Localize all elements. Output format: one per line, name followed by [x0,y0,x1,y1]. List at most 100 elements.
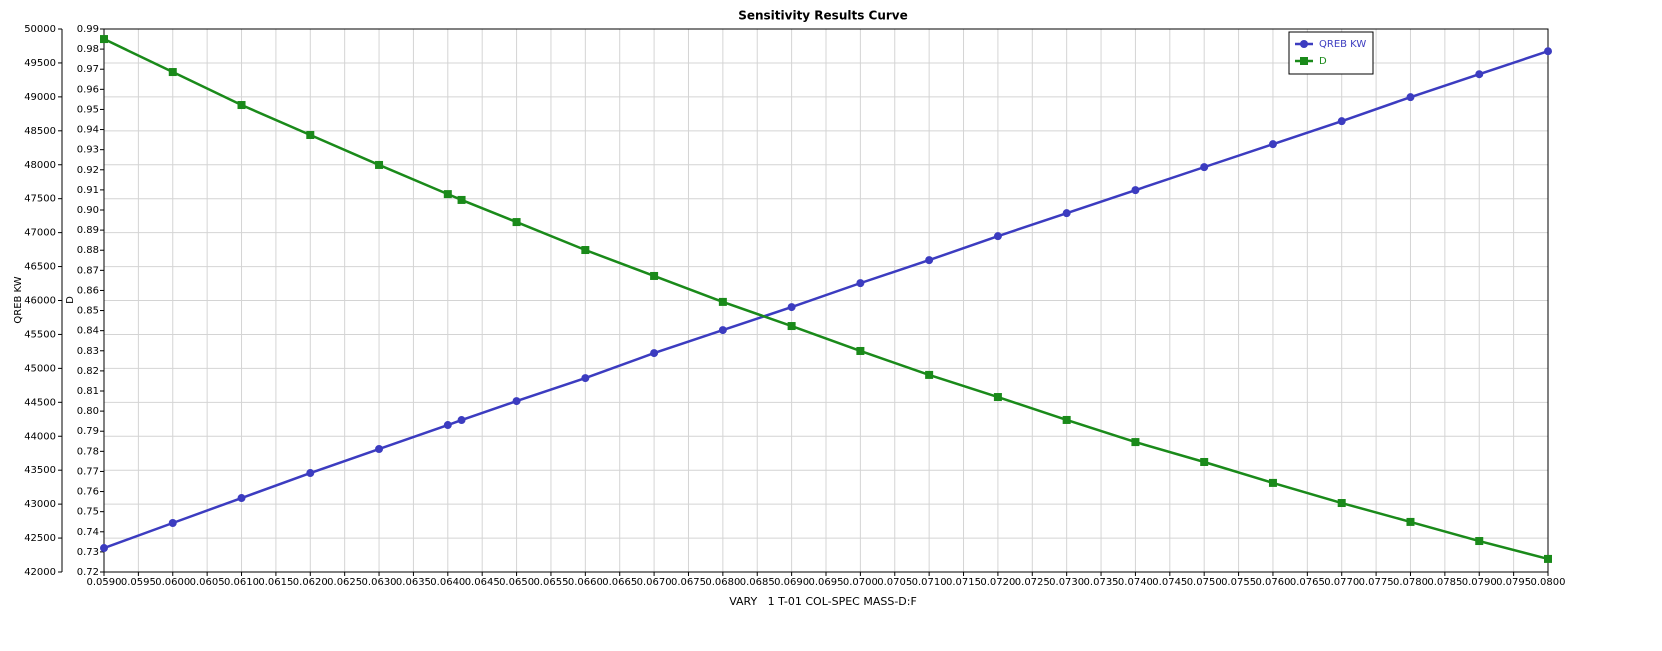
plot-frame [103,28,1549,573]
data-point [1337,499,1346,508]
data-point [581,374,590,383]
data-point [718,297,727,306]
data-point [306,130,315,139]
y2-tick-label: 0.91 [77,185,99,196]
x-tick-label: 0.0740 [1118,577,1153,588]
data-point [1131,186,1140,195]
y2-tick-label: 0.94 [77,125,99,136]
data-point [1337,117,1346,126]
y2-tick-label: 0.78 [77,446,99,457]
legend-label: D [1319,56,1327,67]
x-tick-label: 0.0755 [1221,577,1256,588]
data-point [581,246,590,255]
x-tick-label: 0.0630 [362,577,397,588]
x-tick-label: 0.0720 [980,577,1015,588]
legend: QREB KW D [1288,31,1374,75]
y2-tick-label: 0.97 [77,64,99,75]
data-point [100,544,108,553]
y2-tick-label: 0.87 [77,265,99,276]
data-point [237,494,246,503]
data-point [1475,537,1484,546]
x-tick-label: 0.0640 [430,577,465,588]
x-tick-label: 0.0610 [224,577,259,588]
chart-title: Sensitivity Results Curve [738,9,908,23]
y2-axis-label: D [65,296,76,304]
y2-tick-label: 0.74 [77,527,99,538]
y-tick-label: 44500 [24,397,56,408]
y-tick-label: 44000 [24,431,56,442]
x-tick-label: 0.0770 [1324,577,1359,588]
x-tick-label: 0.0645 [465,577,500,588]
data-point [1268,478,1277,487]
data-point [718,326,727,335]
data-point [100,35,108,44]
data-point [1544,554,1552,563]
legend-marker [1300,57,1308,65]
y2-tick-label: 0.92 [77,165,99,176]
y-axis-label: QREB KW [13,276,24,323]
y2-tick-label: 0.83 [77,346,99,357]
data-point [1062,209,1071,218]
y2-tick-label: 0.98 [77,44,99,55]
x-tick-label: 0.0715 [946,577,981,588]
y2-tick-label: 0.86 [77,285,99,296]
y-tick-label: 42000 [24,567,56,578]
y2-tick-label: 0.73 [77,547,99,558]
data-point [512,218,521,227]
data-point [375,160,384,169]
y2-tick-label: 0.90 [77,205,99,216]
data-point [787,303,796,312]
x-tick-label: 0.0750 [1187,577,1222,588]
y2-tick-label: 0.80 [77,406,99,417]
data-point [993,393,1002,402]
y2-tick-label: 0.84 [77,326,99,337]
x-tick-label: 0.0795 [1496,577,1531,588]
x-tick-label: 0.0595 [121,577,156,588]
y2-tick-label: 0.82 [77,366,99,377]
x-tick-label: 0.0780 [1393,577,1428,588]
y-tick-label: 42500 [24,533,56,544]
data-point [1268,140,1277,149]
y-tick-label: 46500 [24,262,56,273]
x-tick-label: 0.0735 [1084,577,1119,588]
data-point [237,101,246,110]
x-tick-label: 0.0590 [87,577,122,588]
y2-tick-label: 0.72 [77,567,99,578]
x-tick-label: 0.0660 [568,577,603,588]
data-point [443,421,452,430]
x-tick-label: 0.0775 [1359,577,1394,588]
y-tick-label: 49000 [24,92,56,103]
legend-box [1288,31,1374,75]
y-tick-label: 48500 [24,126,56,137]
data-point [1406,93,1415,102]
data-point [168,68,177,77]
data-point [457,416,466,425]
y2-tick-label: 0.85 [77,306,99,317]
y2-tick-label: 0.88 [77,245,99,256]
x-tick-label: 0.0655 [533,577,568,588]
data-point [787,322,796,331]
x-tick-label: 0.0765 [1290,577,1325,588]
data-point [443,190,452,199]
data-point [925,370,934,379]
x-tick-label: 0.0625 [327,577,362,588]
y-tick-label: 48000 [24,160,56,171]
x-tick-label: 0.0800 [1531,577,1566,588]
data-point [1475,70,1484,79]
x-tick-label: 0.0675 [671,577,706,588]
data-point [375,445,384,454]
y2-tick-label: 0.75 [77,507,99,518]
x-tick-label: 0.0700 [843,577,878,588]
y-tick-label: 50000 [24,24,56,35]
x-tick-label: 0.0725 [1015,577,1050,588]
y2-tick-label: 0.77 [77,466,99,477]
data-point [306,469,315,478]
x-tick-label: 0.0695 [809,577,844,588]
x-tick-label: 0.0745 [1152,577,1187,588]
data-point [650,271,659,280]
x-tick-label: 0.0650 [499,577,534,588]
data-point [856,279,865,288]
y2-tick-label: 0.89 [77,225,99,236]
